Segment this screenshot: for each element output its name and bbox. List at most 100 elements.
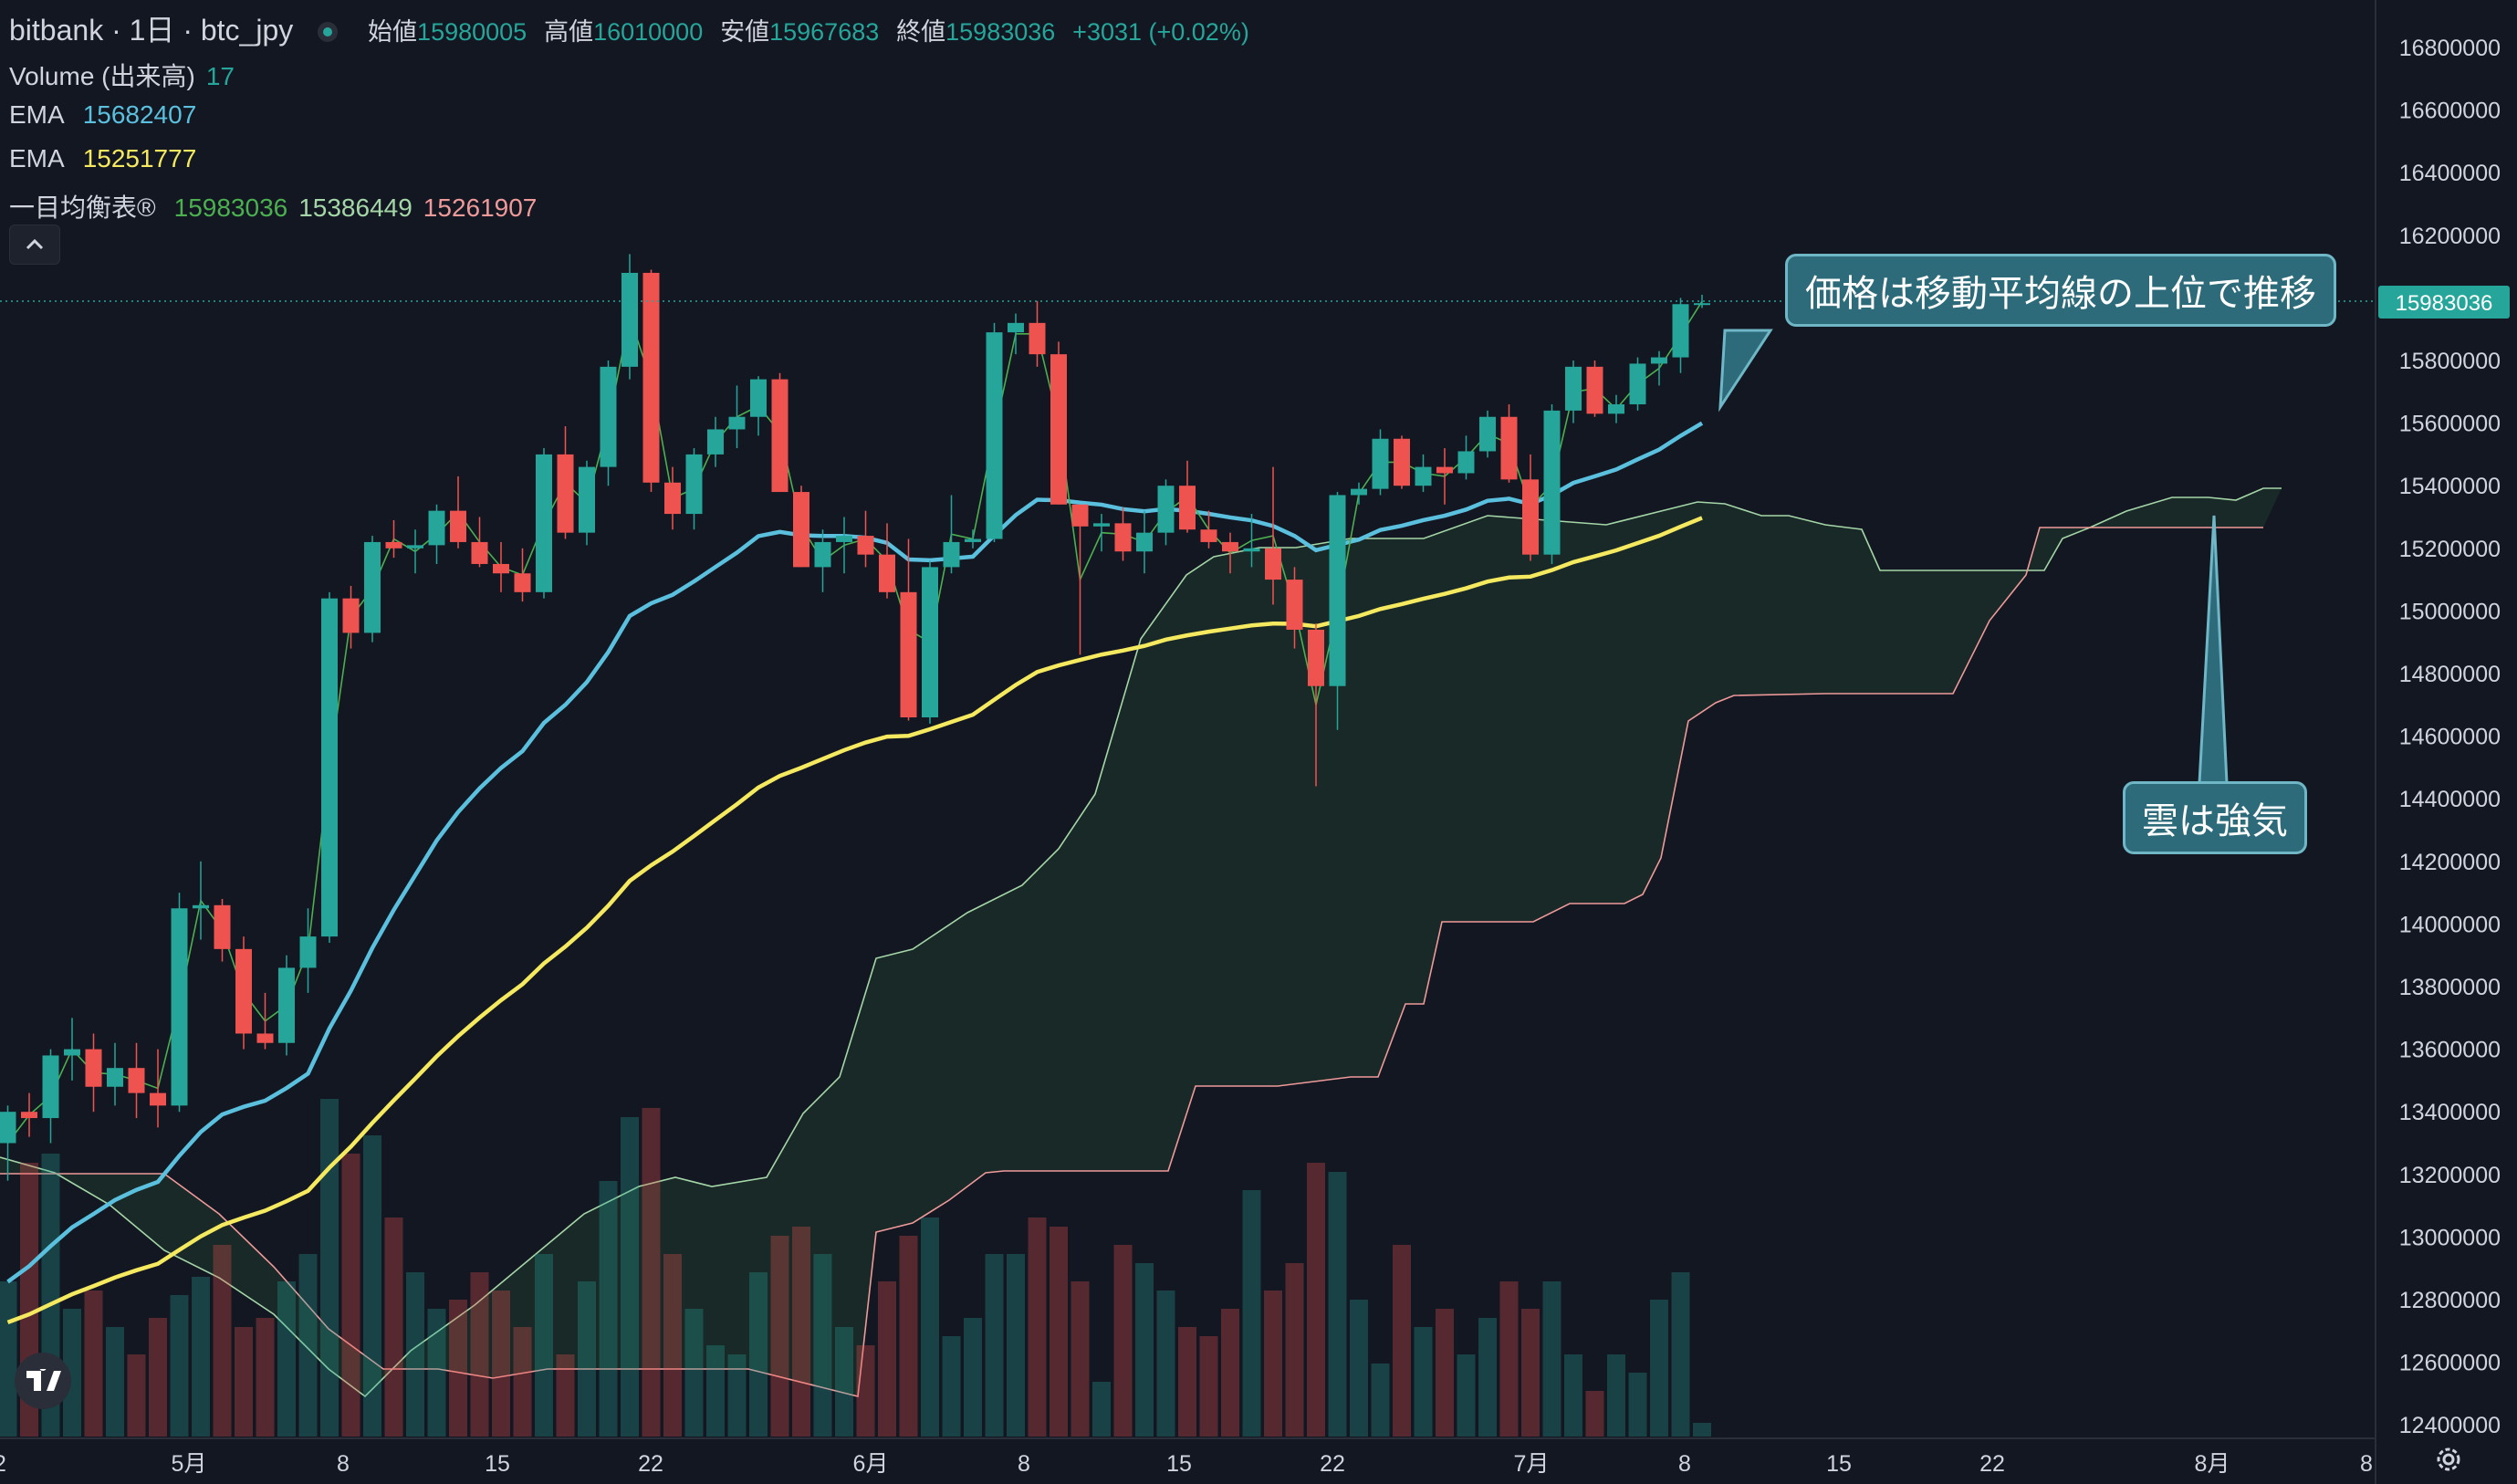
ichimoku-value-1: 15983036 bbox=[173, 193, 288, 222]
symbol-title[interactable]: bitbank · 1日 · btc_jpy bbox=[9, 14, 294, 47]
volume-bar bbox=[277, 1281, 296, 1437]
volume-value: 17 bbox=[205, 62, 235, 90]
volume-bar bbox=[106, 1327, 124, 1437]
candle-body bbox=[1608, 404, 1624, 414]
y-tick-label: 15400000 bbox=[2399, 474, 2501, 499]
candle-body bbox=[1329, 495, 1346, 686]
volume-bar bbox=[1135, 1263, 1154, 1437]
volume-bar bbox=[1050, 1227, 1068, 1437]
ema2-legend-row[interactable]: EMA 15251777 bbox=[9, 144, 196, 173]
volume-bar bbox=[835, 1327, 853, 1437]
candle-body bbox=[364, 541, 381, 633]
y-tick-label: 15600000 bbox=[2399, 412, 2501, 437]
ichimoku-legend-row[interactable]: 一目均衡表® 15983036 15386449 15261907 bbox=[9, 188, 537, 225]
candle-body bbox=[1179, 486, 1196, 530]
volume-bar bbox=[642, 1108, 661, 1437]
high-label: 高値 bbox=[544, 18, 594, 46]
candle-body bbox=[1265, 548, 1281, 580]
x-tick-label: 22 bbox=[1320, 1451, 1345, 1477]
candle-body bbox=[1286, 580, 1303, 630]
candle-body bbox=[278, 967, 295, 1043]
span-a-line bbox=[0, 487, 2282, 1398]
y-tick-label: 16200000 bbox=[2399, 224, 2501, 249]
candle-body bbox=[514, 573, 531, 592]
cloud-callout: 雲は強気 bbox=[2123, 781, 2307, 854]
volume-bar bbox=[621, 1117, 639, 1437]
candle-body bbox=[750, 379, 767, 417]
candle-body bbox=[171, 908, 188, 1106]
y-tick-label: 12800000 bbox=[2399, 1288, 2501, 1313]
y-tick-label: 14000000 bbox=[2399, 912, 2501, 937]
cloud-callout-text: 雲は強気 bbox=[2142, 801, 2288, 841]
candle-body bbox=[1672, 304, 1689, 358]
open-value: 15980005 bbox=[417, 18, 527, 46]
volume-bar bbox=[684, 1309, 704, 1437]
y-tick-label: 15200000 bbox=[2399, 537, 2501, 562]
volume-bar bbox=[1285, 1263, 1304, 1437]
candle-body bbox=[385, 541, 402, 549]
volume-bar bbox=[599, 1181, 618, 1437]
volume-bar bbox=[363, 1135, 381, 1437]
last-price-label: 15983036 bbox=[2396, 291, 2493, 316]
ema1-legend-row[interactable]: EMA 15682407 bbox=[9, 100, 196, 130]
candle-body bbox=[642, 272, 660, 483]
candle-body bbox=[21, 1112, 37, 1119]
ema-fast-line bbox=[6, 421, 1704, 1284]
volume-bar bbox=[663, 1254, 682, 1437]
candle-body bbox=[600, 366, 617, 467]
volume-bar bbox=[449, 1300, 467, 1437]
volume-bar bbox=[1478, 1318, 1497, 1437]
ema-slow-line bbox=[6, 516, 1703, 1324]
volume-bar bbox=[84, 1291, 103, 1437]
candle-body bbox=[879, 554, 895, 592]
candle-body bbox=[814, 541, 831, 568]
candle-body bbox=[1029, 322, 1046, 355]
volume-bar bbox=[213, 1245, 232, 1437]
volume-bar bbox=[256, 1318, 275, 1437]
volume-bar bbox=[1499, 1281, 1519, 1437]
volume-bar bbox=[706, 1345, 725, 1437]
low-value: 15967683 bbox=[769, 18, 880, 46]
volume-bar bbox=[921, 1218, 939, 1437]
candle-body bbox=[986, 332, 1003, 539]
volume-bar bbox=[1671, 1272, 1690, 1437]
candle-body bbox=[685, 454, 703, 515]
y-tick-label: 13200000 bbox=[2399, 1163, 2501, 1188]
candle-body bbox=[256, 1033, 274, 1043]
candle-body bbox=[407, 545, 423, 549]
candle-body bbox=[471, 541, 488, 564]
volume-bar bbox=[727, 1354, 747, 1437]
candle-body bbox=[579, 466, 595, 533]
candle-body bbox=[493, 563, 509, 574]
ema2-label: EMA bbox=[9, 144, 65, 172]
candle-body bbox=[1308, 629, 1324, 686]
tradingview-logo-icon[interactable] bbox=[15, 1353, 71, 1409]
ichimoku-value-2: 15386449 bbox=[298, 193, 413, 222]
candle-body bbox=[707, 429, 724, 455]
span-b-line bbox=[0, 527, 2263, 1397]
volume-bar bbox=[1457, 1354, 1476, 1437]
y-tick-label: 14800000 bbox=[2399, 662, 2501, 687]
volume-bar bbox=[1414, 1327, 1433, 1437]
collapse-legend-button[interactable] bbox=[9, 225, 60, 265]
cloud-fill bbox=[0, 488, 2282, 1396]
settings-gear-icon[interactable] bbox=[2433, 1444, 2464, 1475]
volume-bar bbox=[1071, 1281, 1090, 1437]
candle-body bbox=[1136, 532, 1153, 552]
candle-body bbox=[1436, 466, 1453, 474]
candle-body bbox=[922, 567, 938, 718]
candle-body bbox=[1479, 416, 1496, 452]
price-axis: 1680000016600000164000001620000016000000… bbox=[2399, 36, 2501, 1438]
time-axis: 2 5月 8 15 22 6月 8 15 22 7月 8 15 22 8月 8 bbox=[0, 1451, 2373, 1477]
volume-bar bbox=[406, 1272, 424, 1437]
volume-bar bbox=[341, 1154, 360, 1437]
volume-bar bbox=[0, 1281, 17, 1437]
volume-legend-row[interactable]: Volume (出来高) 17 bbox=[9, 57, 235, 93]
candle-body bbox=[1394, 438, 1410, 486]
change-value: +3031 (+0.02%) bbox=[1072, 18, 1249, 46]
y-tick-label: 16400000 bbox=[2399, 161, 2501, 186]
y-tick-label: 15800000 bbox=[2399, 349, 2501, 374]
candle-body bbox=[836, 536, 852, 542]
ema1-value: 15682407 bbox=[82, 100, 197, 129]
